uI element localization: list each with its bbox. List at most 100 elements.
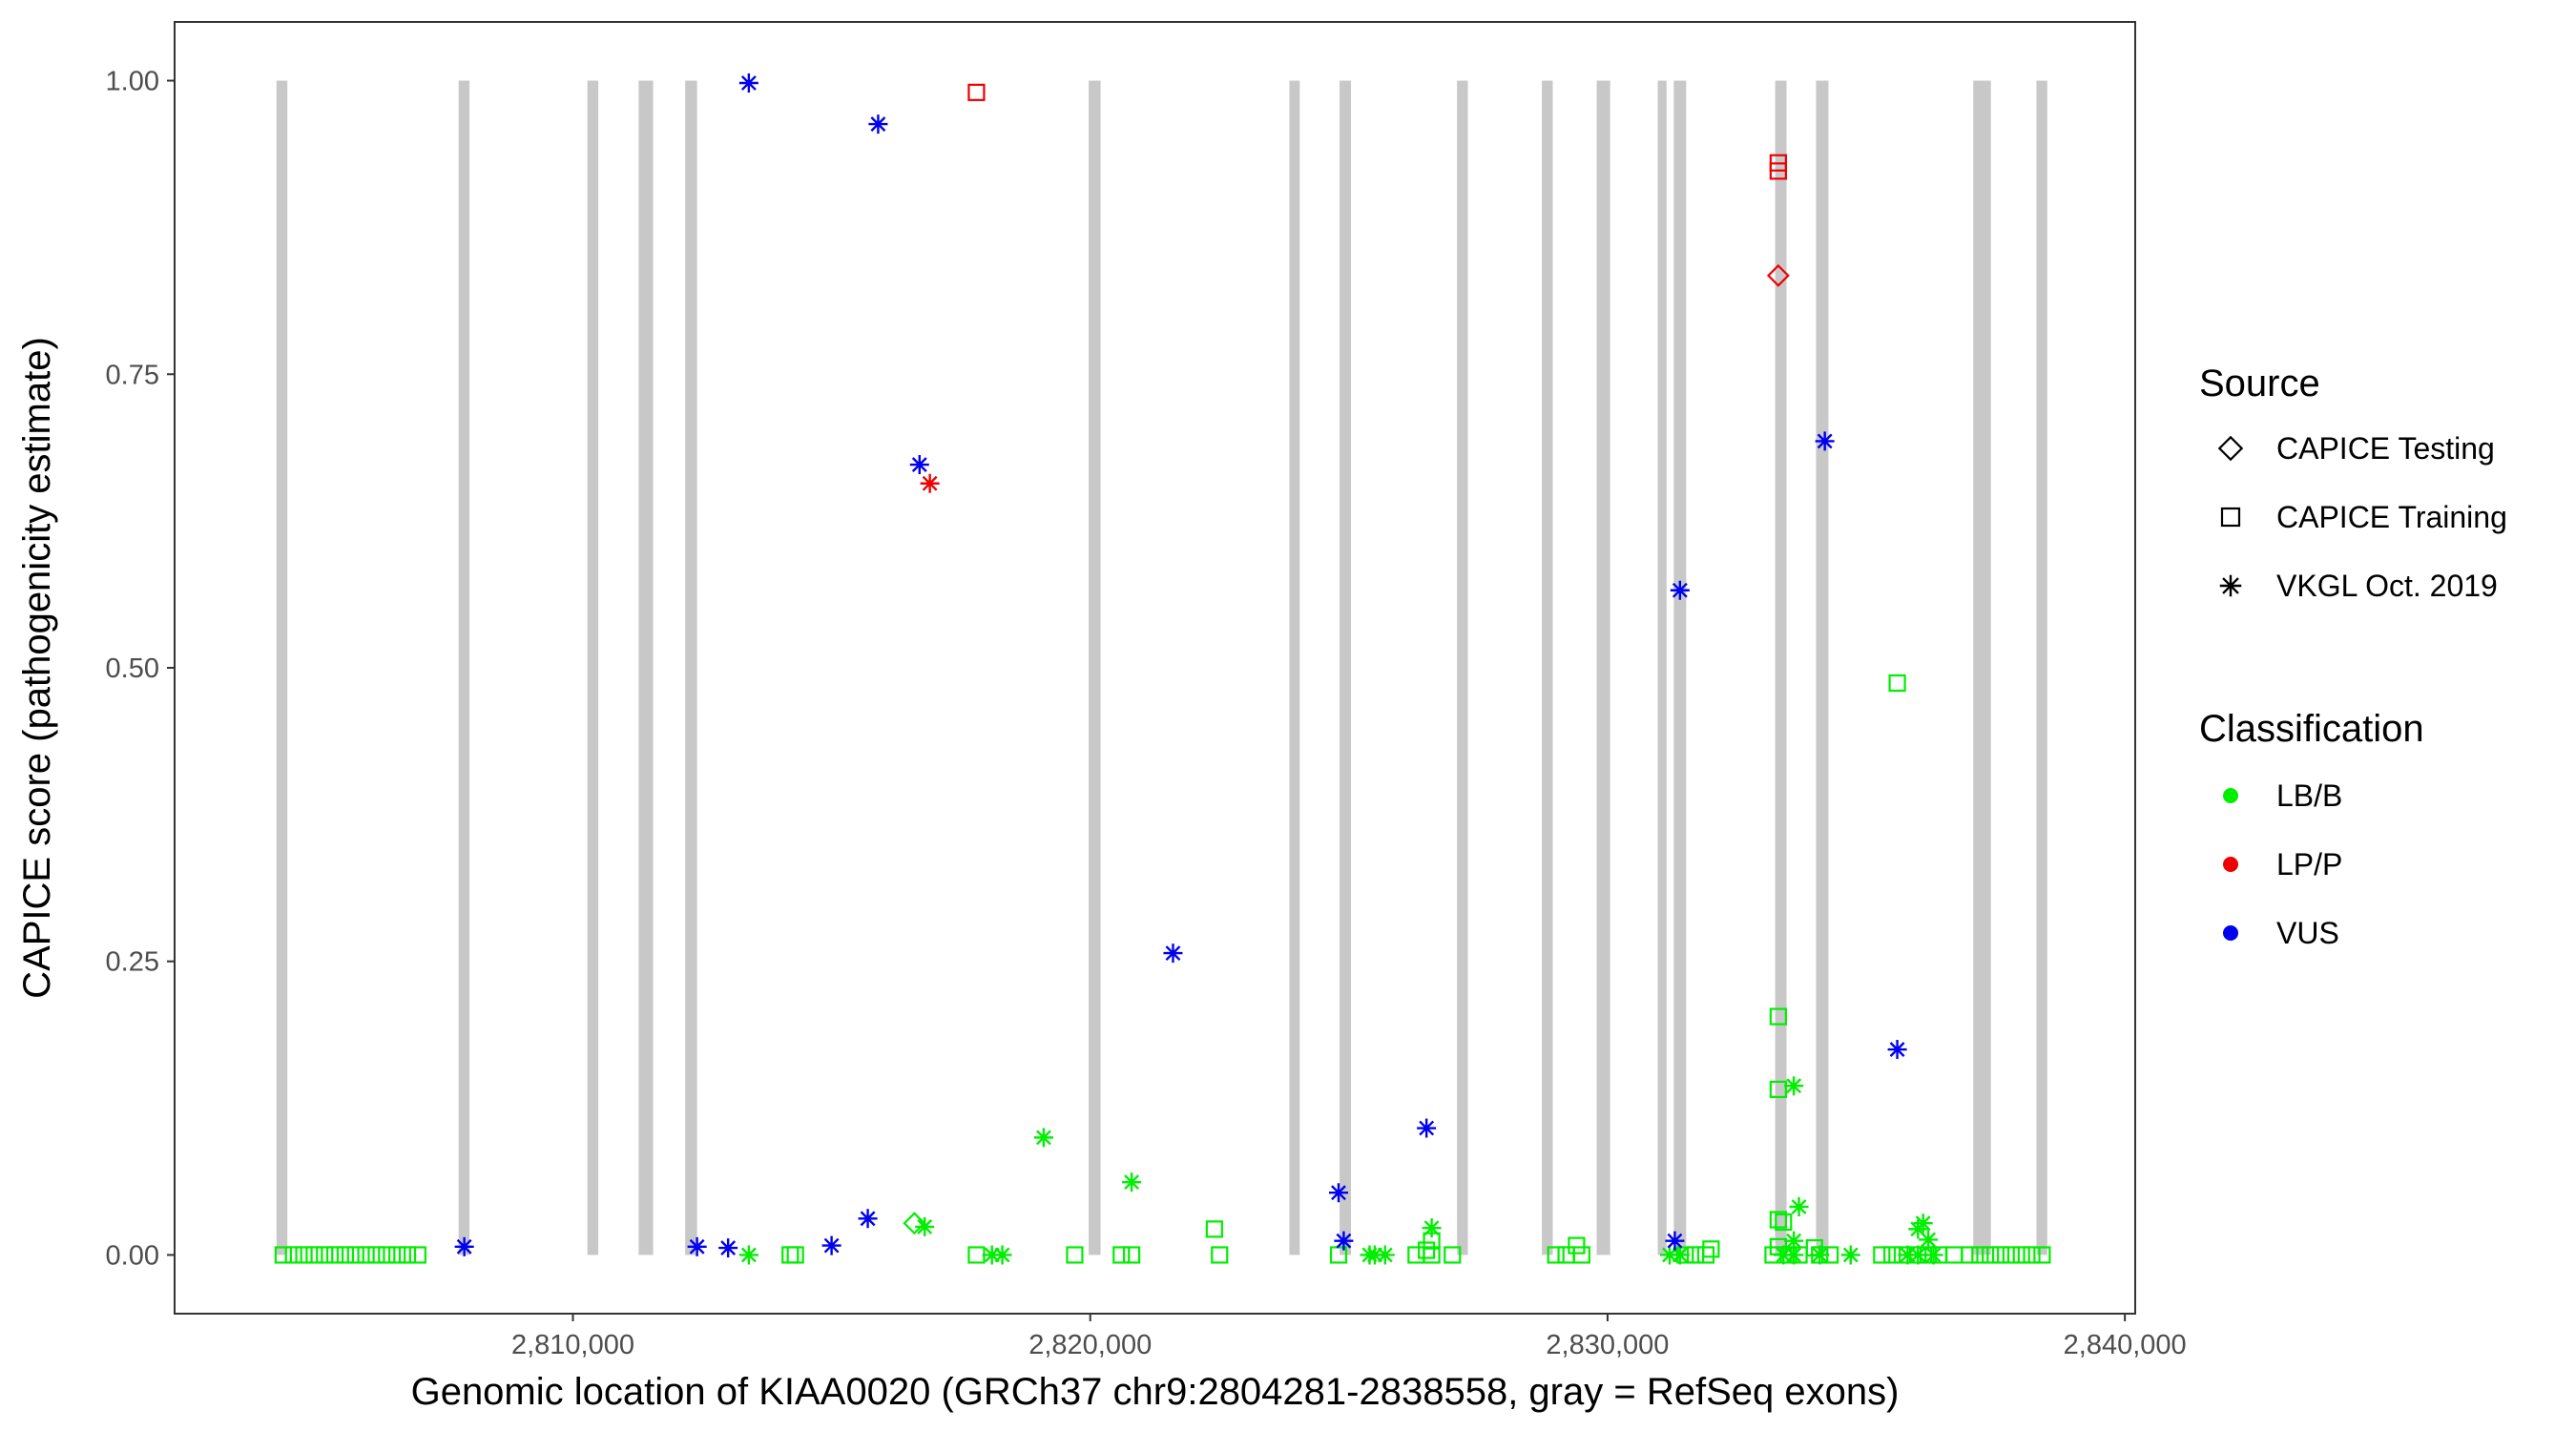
point-lb-b-square	[2023, 1246, 2041, 1264]
y-tick-label: 0.00	[106, 1240, 159, 1271]
point-lb-b-diamond	[903, 1212, 926, 1235]
point-lb-b-square	[1696, 1246, 1715, 1264]
point-lb-b-square	[1873, 1246, 1891, 1264]
point-lb-b-square	[1769, 1080, 1787, 1098]
exon-band	[638, 80, 654, 1255]
x-tick-label: 2,840,000	[2064, 1330, 2187, 1360]
point-lb-b-asterisk	[738, 1245, 758, 1265]
point-lb-b-square	[1971, 1246, 1989, 1264]
point-vus-asterisk	[1334, 1231, 1354, 1251]
point-vus-asterisk	[821, 1235, 841, 1255]
point-vus-asterisk	[1670, 580, 1690, 600]
point-lb-b-square	[1568, 1236, 1586, 1255]
point-lb-b-square	[398, 1246, 417, 1264]
legend-key-asterisk	[2219, 574, 2242, 597]
point-lp-p-square	[967, 83, 986, 101]
point-lb-b-asterisk	[1789, 1196, 1809, 1216]
point-lb-b-asterisk	[915, 1216, 935, 1236]
point-lb-b-square	[1407, 1246, 1425, 1264]
point-lb-b-square	[284, 1246, 302, 1264]
legend-key-diamond	[2217, 435, 2244, 462]
point-vus-asterisk	[868, 114, 888, 135]
point-lb-b-asterisk	[1810, 1245, 1830, 1265]
legend-source-label: CAPICE Testing	[2276, 431, 2495, 466]
point-lb-b-square	[336, 1246, 355, 1264]
point-vus-asterisk	[687, 1236, 707, 1256]
point-lb-b-asterisk	[1898, 1245, 1918, 1265]
point-lb-b-square	[1961, 1246, 1979, 1264]
exon-band	[1657, 80, 1667, 1255]
exon-band	[1816, 80, 1829, 1255]
legend-key-square	[2220, 507, 2241, 528]
point-lb-b-asterisk	[1923, 1245, 1943, 1265]
point-lb-b-asterisk	[1670, 1245, 1690, 1265]
point-lb-b-asterisk	[1908, 1219, 1928, 1239]
point-lb-b-square	[357, 1246, 375, 1264]
point-lb-b-square	[388, 1246, 406, 1264]
point-vus-asterisk	[1887, 1040, 1907, 1060]
legend-class-label: VUS	[2276, 916, 2339, 950]
point-lb-b-square	[325, 1246, 344, 1264]
point-lb-b-asterisk	[1908, 1245, 1928, 1265]
y-tick-label: 0.50	[106, 653, 159, 684]
point-lb-b-square	[1687, 1246, 1705, 1264]
legend: Source Classification CAPICE Testing CAPI…	[2199, 363, 2507, 950]
point-lb-b-square	[1945, 1246, 1963, 1264]
exon-band	[1289, 80, 1300, 1255]
legend-key-dot	[2223, 925, 2238, 941]
legend-key-dot	[2223, 788, 2238, 803]
point-lb-b-asterisk	[1375, 1245, 1395, 1265]
point-lb-b-square	[1775, 1213, 1793, 1232]
point-lb-b-asterisk	[1919, 1230, 1939, 1250]
point-lb-b-square	[2012, 1246, 2030, 1264]
x-tick-label: 2,820,000	[1028, 1330, 1152, 1360]
y-tick-label: 0.25	[106, 947, 159, 978]
exon-band	[1973, 80, 1991, 1255]
point-vus-asterisk	[738, 73, 758, 93]
point-lb-b-square	[1572, 1246, 1590, 1264]
exon-band	[1542, 80, 1553, 1255]
point-lb-b-square	[1888, 674, 1906, 693]
point-vus-asterisk	[858, 1209, 878, 1229]
legend-source-title: Source	[2199, 363, 2320, 404]
point-lb-b-square	[1205, 1220, 1223, 1238]
point-vus-asterisk	[454, 1236, 474, 1256]
point-vus-asterisk	[1328, 1183, 1348, 1203]
point-lb-b-asterisk	[1784, 1076, 1804, 1096]
point-vus-asterisk	[1815, 431, 1835, 451]
point-vus-asterisk	[1163, 944, 1183, 964]
point-lb-b-square	[1991, 1246, 2010, 1264]
point-lb-b-asterisk	[1840, 1245, 1860, 1265]
x-axis-title: Genomic location of KIAA0020 (GRCh37 chr…	[411, 1371, 1900, 1413]
exon-bands	[276, 80, 2047, 1255]
point-lb-b-square	[1769, 1007, 1787, 1026]
exon-band	[1596, 80, 1610, 1255]
exon-band	[587, 80, 599, 1255]
data-points	[274, 73, 2051, 1265]
point-lb-b-square	[1883, 1246, 1901, 1264]
point-lb-b-square	[1211, 1246, 1229, 1264]
point-vus-asterisk	[909, 455, 929, 475]
point-lb-b-square	[378, 1246, 396, 1264]
point-lb-b-square	[274, 1246, 292, 1264]
exon-band	[458, 80, 470, 1255]
point-lb-b-square	[305, 1246, 323, 1264]
point-lb-b-asterisk	[1122, 1172, 1142, 1192]
legend-classification-title: Classification	[2199, 708, 2424, 750]
exon-band	[1340, 80, 1351, 1255]
point-lp-p-diamond	[1766, 263, 1790, 287]
point-vus-asterisk	[718, 1238, 738, 1258]
point-lb-b-square	[2002, 1246, 2020, 1264]
exon-band	[1457, 80, 1468, 1255]
point-lb-b-asterisk	[982, 1245, 1002, 1265]
legend-source-label: CAPICE Training	[2276, 500, 2507, 534]
exon-band	[1775, 80, 1787, 1255]
exon-band	[276, 80, 288, 1255]
point-lb-b-square	[1112, 1246, 1131, 1264]
point-lb-b-square	[2033, 1246, 2051, 1264]
point-lb-b-asterisk	[992, 1245, 1012, 1265]
point-lb-b-square	[1547, 1246, 1565, 1264]
y-tick-label: 0.75	[106, 360, 159, 390]
point-lb-b-asterisk	[1033, 1128, 1053, 1148]
